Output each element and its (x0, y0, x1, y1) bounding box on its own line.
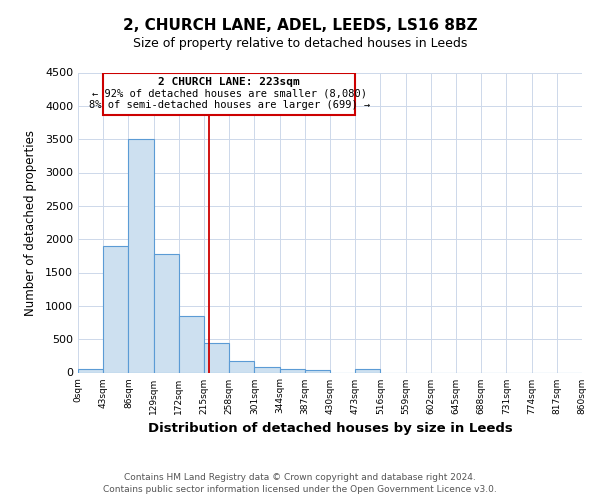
Bar (229, 361, 254, 372)
FancyBboxPatch shape (103, 73, 355, 114)
Text: Size of property relative to detached houses in Leeds: Size of property relative to detached ho… (133, 38, 467, 51)
Bar (78, 369, 103, 372)
Bar (355, 369, 380, 372)
X-axis label: Distribution of detached houses by size in Leeds: Distribution of detached houses by size … (148, 422, 512, 435)
Bar (305, 370, 330, 372)
Bar (204, 342, 229, 372)
Bar (254, 366, 280, 372)
Bar (280, 369, 305, 372)
Text: Contains HM Land Registry data © Crown copyright and database right 2024.: Contains HM Land Registry data © Crown c… (124, 472, 476, 482)
Text: 2 CHURCH LANE: 223sqm: 2 CHURCH LANE: 223sqm (158, 78, 300, 88)
Bar (179, 316, 204, 372)
Text: ← 92% of detached houses are smaller (8,080): ← 92% of detached houses are smaller (8,… (92, 89, 367, 99)
Text: Contains public sector information licensed under the Open Government Licence v3: Contains public sector information licen… (103, 485, 497, 494)
Text: 8% of semi-detached houses are larger (699) →: 8% of semi-detached houses are larger (6… (89, 100, 370, 110)
Y-axis label: Number of detached properties: Number of detached properties (23, 130, 37, 316)
Bar (128, 139, 154, 372)
Bar (103, 246, 128, 372)
Text: 2, CHURCH LANE, ADEL, LEEDS, LS16 8BZ: 2, CHURCH LANE, ADEL, LEEDS, LS16 8BZ (122, 18, 478, 32)
Bar (154, 254, 179, 372)
